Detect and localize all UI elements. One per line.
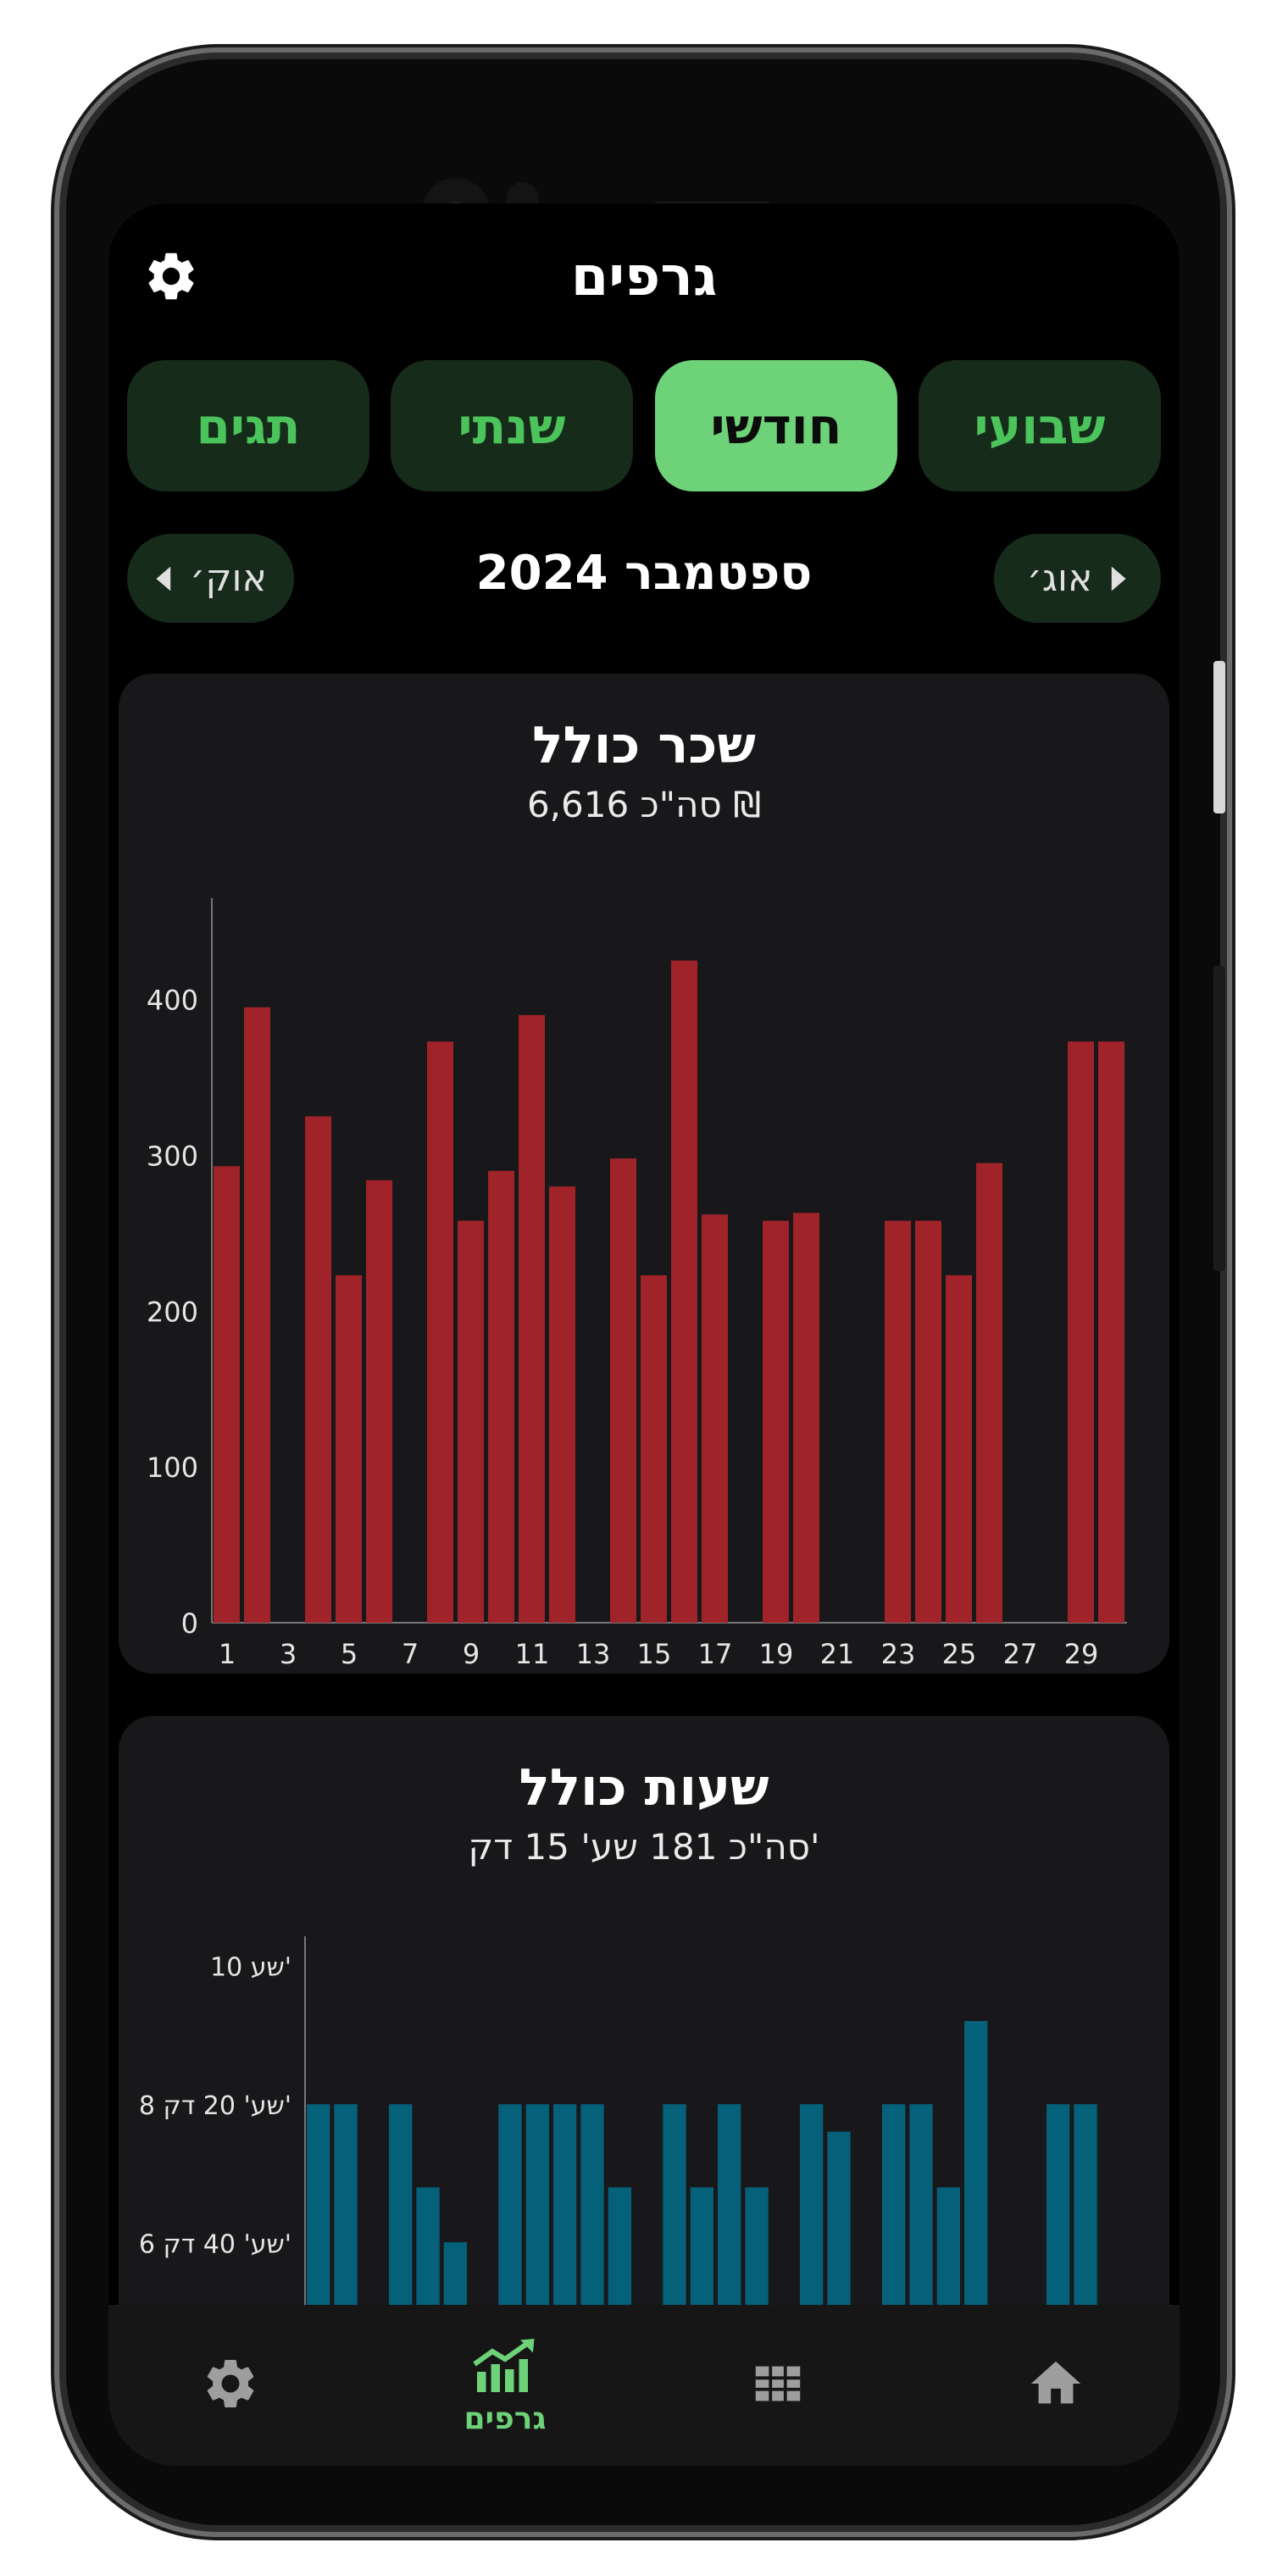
current-month: ספטמבר 2024 (475, 546, 813, 601)
bar (519, 1014, 545, 1623)
x-tick-label: 9 (463, 1638, 480, 1670)
page-title: גרפים (570, 246, 718, 308)
nav-charts-label: גרפים (464, 2401, 547, 2436)
gear-icon (207, 2360, 254, 2407)
bar (641, 1274, 667, 1623)
bar (946, 1274, 972, 1623)
nav-home[interactable] (971, 2305, 1141, 2466)
bar (763, 1220, 789, 1623)
chevron-right-icon (1112, 566, 1127, 591)
bar (671, 960, 697, 1623)
earnings-card: שכר כולל סה"כ 6,616 ₪ 0 100 200 300 400 1 3 5 7 9… (119, 674, 1169, 1674)
earnings-total: סה"כ 6,616 ₪ (526, 784, 762, 825)
prev-month-button[interactable]: אוג׳ (994, 534, 1161, 623)
bar (702, 1214, 728, 1623)
bar (1098, 1041, 1124, 1623)
bar (964, 2021, 988, 2351)
bar (458, 1220, 484, 1623)
hours-card: שעות כולל סה"כ 181 שע' 15 דק' 10 שע' 8 שע… (119, 1716, 1169, 2351)
hours-total: סה"כ 181 שע' 15 דק' (468, 1826, 820, 1868)
chevron-left-icon (156, 566, 171, 591)
top-bar: גרפים (108, 203, 1180, 347)
gear-icon[interactable] (142, 247, 200, 305)
bar (610, 1158, 636, 1623)
bottom-navigation: גרפים (108, 2305, 1180, 2466)
y-tick-label: 100 (147, 1452, 198, 1484)
tab-weekly[interactable]: שבועי (919, 360, 1161, 491)
y-tick-label: 10 שע' (210, 1952, 291, 1982)
bar (915, 1220, 941, 1623)
hours-bar-chart: 10 שע'8 שע' 20 דק'6 שע' 40 דק'5 שע' (139, 1936, 1097, 2351)
chart-icon (473, 2338, 535, 2392)
x-tick-label: 27 (1003, 1638, 1038, 1670)
x-tick-label: 25 (942, 1638, 977, 1670)
x-tick-label: 17 (698, 1638, 733, 1670)
next-month-button[interactable]: אוק׳ (127, 534, 294, 623)
side-button-small (1213, 661, 1225, 813)
y-tick-label: 400 (147, 985, 198, 1017)
bar (488, 1170, 514, 1623)
x-tick-label: 19 (759, 1638, 794, 1670)
month-navigation: אוג׳ ספטמבר 2024 אוק׳ (127, 534, 1161, 623)
nav-settings[interactable] (146, 2305, 315, 2466)
x-tick-label: 5 (341, 1638, 358, 1670)
bar (427, 1041, 453, 1623)
bar (549, 1186, 575, 1623)
tab-yearly[interactable]: שנתי (391, 360, 633, 491)
bar (885, 1220, 911, 1623)
bar (793, 1213, 819, 1623)
hours-title: שעות כולל (519, 1758, 769, 1818)
tab-monthly[interactable]: חודשי (655, 360, 897, 491)
bar (336, 1274, 362, 1623)
table-icon (755, 2366, 801, 2401)
bar (976, 1163, 1002, 1623)
side-button-large (1213, 966, 1225, 1271)
next-month-label: אוק׳ (190, 557, 267, 600)
x-tick-label: 29 (1064, 1638, 1099, 1670)
bar (305, 1116, 331, 1623)
prev-month-label: אוג׳ (1026, 557, 1093, 600)
y-tick-label: 300 (147, 1140, 198, 1172)
bar (1068, 1041, 1094, 1623)
bar (244, 1007, 270, 1623)
bar (214, 1166, 240, 1623)
app-screen: גרפים שבועי חודשי שנתי תגים אוג׳ ספטמבר … (108, 203, 1180, 2466)
x-tick-label: 15 (637, 1638, 672, 1670)
earnings-title: שכר כולל (532, 716, 756, 775)
x-tick-label: 23 (881, 1638, 916, 1670)
x-tick-label: 1 (219, 1638, 236, 1670)
x-tick-label: 21 (820, 1638, 855, 1670)
y-tick-label: 6 שע' 40 דק' (139, 2229, 291, 2259)
period-tabs: שבועי חודשי שנתי תגים (127, 360, 1161, 491)
nav-table[interactable] (693, 2305, 863, 2466)
y-tick-label: 0 (181, 1607, 198, 1640)
bar (366, 1180, 392, 1623)
x-tick-label: 3 (280, 1638, 297, 1670)
tab-badges[interactable]: תגים (127, 360, 369, 491)
x-tick-label: 7 (402, 1638, 419, 1670)
y-tick-label: 200 (147, 1296, 198, 1328)
nav-charts[interactable]: גרפים (420, 2305, 590, 2466)
home-icon (1030, 2361, 1081, 2404)
y-tick-label: 8 שע' 20 דק' (139, 2091, 291, 2121)
x-tick-label: 13 (576, 1638, 611, 1670)
x-tick-label: 11 (515, 1638, 550, 1670)
